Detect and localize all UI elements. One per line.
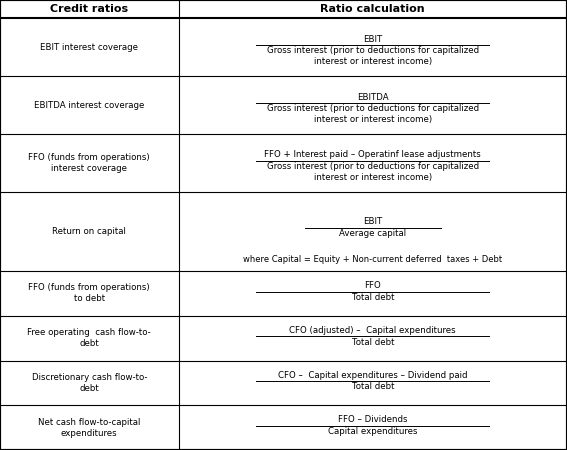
Text: Net cash flow-to-capital
expenditures: Net cash flow-to-capital expenditures <box>38 418 141 438</box>
Text: EBIT: EBIT <box>363 217 382 226</box>
Text: CFO –  Capital expenditures – Dividend paid: CFO – Capital expenditures – Dividend pa… <box>278 371 468 380</box>
Text: Total debt: Total debt <box>352 293 394 302</box>
Text: Return on capital: Return on capital <box>52 227 126 236</box>
Text: EBIT interest coverage: EBIT interest coverage <box>40 43 138 52</box>
Text: where Capital = Equity + Non-current deferred  taxes + Debt: where Capital = Equity + Non-current def… <box>243 256 502 265</box>
Text: Gross interest (prior to deductions for capitalized
interest or interest income): Gross interest (prior to deductions for … <box>266 104 479 124</box>
Text: Ratio calculation: Ratio calculation <box>320 4 425 14</box>
Text: Credit ratios: Credit ratios <box>50 4 128 14</box>
Text: FFO: FFO <box>365 281 381 290</box>
Text: Free operating  cash flow-to-
debt: Free operating cash flow-to- debt <box>27 328 151 348</box>
Text: EBITDA interest coverage: EBITDA interest coverage <box>34 101 145 110</box>
Text: FFO + Interest paid – Operatinf lease adjustments: FFO + Interest paid – Operatinf lease ad… <box>264 150 481 159</box>
Text: CFO (adjusted) –  Capital expenditures: CFO (adjusted) – Capital expenditures <box>290 326 456 335</box>
Text: Gross interest (prior to deductions for capitalized
interest or interest income): Gross interest (prior to deductions for … <box>266 162 479 182</box>
Text: Total debt: Total debt <box>352 338 394 346</box>
Text: FFO – Dividends: FFO – Dividends <box>338 415 408 424</box>
Text: Average capital: Average capital <box>339 229 407 238</box>
Text: Total debt: Total debt <box>352 382 394 392</box>
Text: FFO (funds from operations)
to debt: FFO (funds from operations) to debt <box>28 284 150 303</box>
Text: EBITDA: EBITDA <box>357 93 388 102</box>
Text: Capital expenditures: Capital expenditures <box>328 427 417 436</box>
Text: FFO (funds from operations)
interest coverage: FFO (funds from operations) interest cov… <box>28 153 150 173</box>
Text: Gross interest (prior to deductions for capitalized
interest or interest income): Gross interest (prior to deductions for … <box>266 46 479 66</box>
Text: EBIT: EBIT <box>363 35 382 44</box>
Text: Discretionary cash flow-to-
debt: Discretionary cash flow-to- debt <box>32 373 147 393</box>
